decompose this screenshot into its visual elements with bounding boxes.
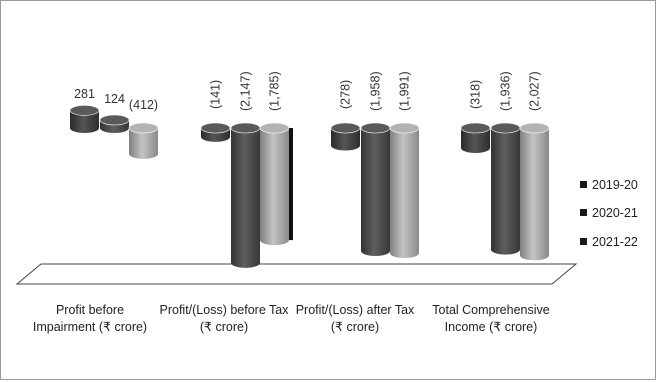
legend-label: 2021-22 bbox=[592, 235, 638, 249]
legend-label: 2020-21 bbox=[592, 206, 638, 220]
bar-cap bbox=[259, 122, 290, 134]
bar-cap bbox=[200, 122, 231, 134]
legend-swatch bbox=[580, 181, 587, 188]
category-label: Profit before Impairment (₹ crore) bbox=[32, 303, 148, 334]
bar bbox=[519, 122, 550, 261]
data-label: (2,027) bbox=[528, 71, 542, 111]
bar-body bbox=[491, 128, 520, 255]
bar-body bbox=[461, 128, 490, 153]
bar bbox=[389, 122, 420, 259]
bar-cap bbox=[69, 105, 100, 116]
data-label: (141) bbox=[209, 80, 223, 109]
bar-body bbox=[520, 128, 549, 261]
bar-body bbox=[361, 128, 390, 256]
bar-cap bbox=[330, 122, 361, 134]
bar bbox=[200, 122, 231, 142]
bar-body bbox=[231, 128, 260, 268]
data-label: (278) bbox=[339, 80, 353, 109]
data-label: 281 bbox=[74, 87, 95, 101]
bar-body bbox=[331, 128, 360, 151]
legend-label: 2019-20 bbox=[592, 178, 638, 192]
legend-swatch bbox=[580, 209, 587, 216]
bar-body bbox=[129, 128, 158, 159]
bar-cap bbox=[519, 122, 550, 134]
bar bbox=[230, 122, 261, 268]
bar-body bbox=[70, 110, 99, 133]
legend-item: 2019-20 bbox=[580, 178, 638, 192]
bar bbox=[99, 114, 130, 133]
bar bbox=[490, 122, 521, 255]
legend-swatch bbox=[580, 238, 587, 245]
data-label: (2,147) bbox=[239, 71, 253, 111]
bar-cap bbox=[389, 122, 420, 134]
bar-cap bbox=[460, 122, 491, 134]
data-label: (412) bbox=[129, 98, 158, 112]
category-label: Profit/(Loss) after Tax (₹ crore) bbox=[295, 303, 415, 334]
data-label: (1,958) bbox=[369, 71, 383, 111]
data-label: (1,936) bbox=[499, 71, 513, 111]
bar bbox=[69, 105, 100, 133]
data-label: (1,785) bbox=[268, 71, 282, 111]
data-label: (318) bbox=[469, 80, 483, 109]
bar-cap bbox=[490, 122, 521, 134]
bar bbox=[360, 122, 391, 256]
bar bbox=[460, 122, 491, 153]
category-label: Total Comprehensive Income (₹ crore) bbox=[432, 303, 550, 334]
bar-body bbox=[390, 128, 419, 259]
data-label: 124 bbox=[104, 92, 125, 106]
bar-cap bbox=[230, 122, 261, 134]
bar bbox=[330, 122, 361, 151]
bar-cap bbox=[360, 122, 391, 134]
bar bbox=[259, 122, 293, 246]
chart-floor bbox=[15, 263, 578, 285]
bar-cap bbox=[128, 122, 159, 134]
legend-item: 2020-21 bbox=[580, 206, 638, 220]
data-label: (1,991) bbox=[398, 71, 412, 111]
bar bbox=[128, 122, 159, 159]
category-label: Profit/(Loss) before Tax (₹ crore) bbox=[159, 303, 289, 334]
bar-side-edge bbox=[289, 128, 293, 241]
bar-cap bbox=[99, 114, 130, 126]
legend-item: 2021-22 bbox=[580, 235, 638, 249]
bar-body bbox=[260, 128, 289, 246]
